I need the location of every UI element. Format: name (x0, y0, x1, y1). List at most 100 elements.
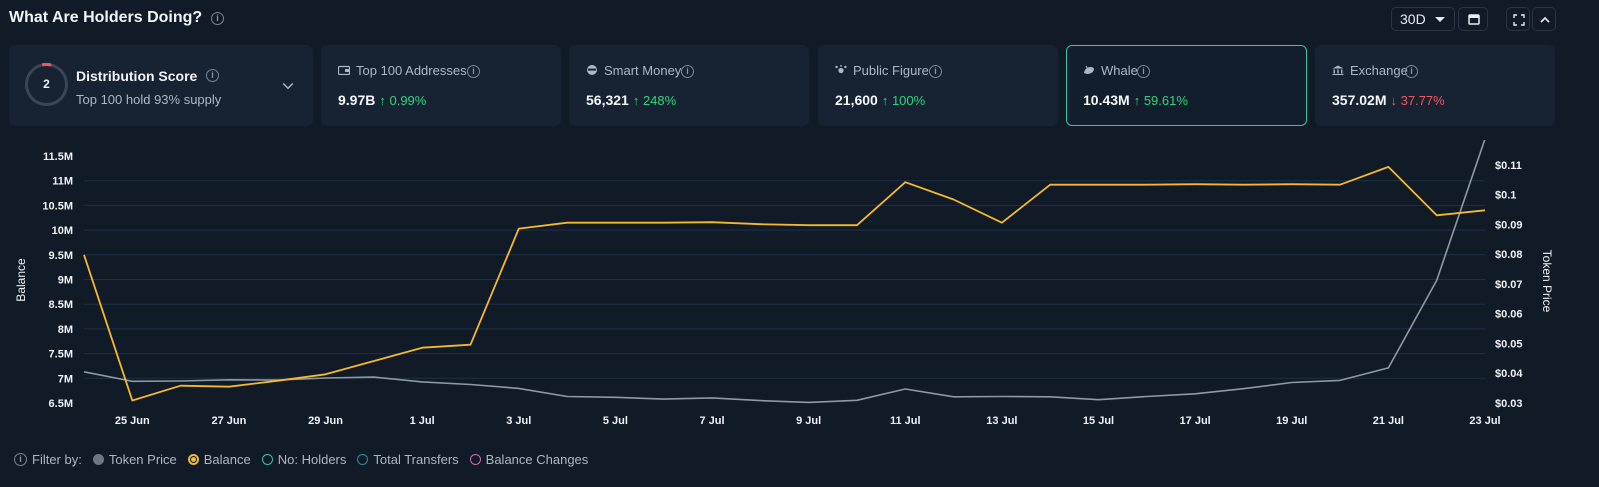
metric-card-value: 21,600 ↑ 100% (835, 92, 925, 108)
metric-change: ↑ 100% (881, 93, 926, 108)
distribution-subtitle: Top 100 hold 93% supply (76, 92, 222, 107)
whale-icon (1084, 65, 1094, 74)
chevron-up-icon (1540, 16, 1550, 23)
y-axis-title: Balance (14, 258, 28, 302)
x-tick-label: 17 Jul (1180, 415, 1211, 427)
public-figure-icon (835, 65, 847, 74)
info-icon[interactable]: i (929, 65, 942, 78)
y-tick-label: 7.5M (49, 349, 73, 361)
x-tick-label: 15 Jul (1083, 415, 1114, 427)
info-icon[interactable]: i (467, 65, 480, 78)
x-tick-label: 19 Jul (1276, 415, 1307, 427)
y-tick-label: 8.5M (49, 299, 73, 311)
bank-icon (1332, 65, 1344, 75)
section-title: What Are Holders Doing? (9, 9, 203, 26)
metric-card-label: Whale (1101, 63, 1138, 78)
y-tick-label: 11M (52, 176, 73, 188)
y2-tick-label: $0.1 (1495, 190, 1516, 202)
x-tick-label: 3 Jul (506, 415, 531, 427)
filter-label: No: Holders (277, 452, 347, 467)
metric-value: 10.43M (1083, 92, 1130, 108)
series-line-token-price (83, 140, 1486, 404)
caret-down-icon (1435, 17, 1445, 22)
metric-card-smart-money[interactable]: Smart Money i 56,321 ↑ 248% (569, 45, 809, 126)
filter-no-holders[interactable]: No: Holders (261, 452, 347, 467)
metric-card-value: 56,321 ↑ 248% (586, 92, 676, 108)
filter-label: Total Transfers (373, 452, 459, 467)
info-icon[interactable]: i (1137, 65, 1150, 78)
y2-tick-label: $0.07 (1495, 279, 1523, 291)
filter-total-transfers[interactable]: Total Transfers (357, 452, 459, 467)
x-tick-label: 25 Jun (115, 415, 150, 427)
series-line-balance (83, 165, 1486, 402)
calendar-button[interactable] (1458, 7, 1488, 31)
filter-radio-icon (261, 454, 273, 465)
time-range-select[interactable]: 30D (1391, 7, 1455, 31)
smart-money-icon (587, 65, 597, 75)
metric-change: ↑ 59.61% (1133, 93, 1188, 108)
filter-label: Balance Changes (485, 452, 589, 467)
filter-label: Token Price (108, 452, 177, 467)
metric-card-whale[interactable]: Whale i 10.43M ↑ 59.61% (1066, 45, 1307, 126)
score-value: 2 (43, 77, 50, 91)
x-tick-label: 13 Jul (986, 415, 1017, 427)
wallet-icon (338, 65, 350, 75)
chevron-down-icon[interactable] (282, 78, 294, 90)
y2-axis-title: Token Price (1540, 250, 1554, 313)
section-header: What Are Holders Doing? i 30D (9, 7, 1585, 31)
metric-value: 56,321 (586, 92, 629, 108)
metric-card-top-100-addresses[interactable]: Top 100 Addresses i 9.97B ↑ 0.99% (321, 45, 561, 126)
metric-card-label: Smart Money (604, 63, 682, 78)
x-tick-label: 27 Jun (212, 415, 247, 427)
y-tick-label: 8M (58, 324, 73, 336)
info-icon[interactable]: i (1405, 65, 1418, 78)
x-tick-label: 23 Jul (1469, 415, 1500, 427)
info-icon[interactable]: i (211, 12, 224, 25)
x-tick-label: 29 Jun (308, 415, 343, 427)
y-tick-label: 6.5M (49, 398, 73, 410)
metric-card-exchange[interactable]: Exchange i 357.02M ↓ 37.77% (1315, 45, 1555, 126)
metric-change: ↓ 37.77% (1390, 93, 1445, 108)
filter-radio-icon (469, 454, 481, 465)
x-tick-label: 5 Jul (603, 415, 628, 427)
y-tick-label: 11.5M (43, 151, 73, 163)
x-tick-label: 1 Jul (410, 415, 435, 427)
metric-card-value: 10.43M ↑ 59.61% (1083, 92, 1188, 108)
metric-card-public-figure[interactable]: Public Figure i 21,600 ↑ 100% (818, 45, 1058, 126)
info-icon[interactable]: i (206, 69, 219, 82)
x-tick-label: 9 Jul (796, 415, 821, 427)
info-icon[interactable]: i (681, 65, 694, 78)
fullscreen-button[interactable] (1506, 7, 1530, 31)
x-tick-label: 21 Jul (1373, 415, 1404, 427)
filter-radio-icon (92, 454, 104, 465)
x-tick-label: 11 Jul (890, 415, 921, 427)
y2-tick-label: $0.06 (1495, 309, 1523, 321)
fullscreen-icon (1513, 14, 1525, 26)
y2-tick-label: $0.05 (1495, 338, 1523, 350)
metric-card-value: 357.02M ↓ 37.77% (1332, 92, 1445, 108)
y2-tick-label: $0.11 (1495, 160, 1522, 172)
distribution-title: Distribution Score (76, 68, 198, 84)
filter-label: i Filter by: (14, 452, 82, 467)
filter-balance-changes[interactable]: Balance Changes (469, 452, 589, 467)
y2-tick-label: $0.03 (1495, 398, 1523, 410)
y-tick-label: 9M (58, 275, 73, 287)
filter-balance[interactable]: Balance (187, 452, 251, 467)
metric-card-label: Exchange (1350, 63, 1408, 78)
y2-tick-label: $0.08 (1495, 249, 1523, 261)
y-tick-label: 7M (58, 373, 73, 385)
filter-token-price[interactable]: Token Price (92, 452, 177, 467)
collapse-button[interactable] (1532, 7, 1556, 31)
filter-label: Balance (203, 452, 251, 467)
calendar-icon (1468, 14, 1480, 25)
time-range-value: 30D (1400, 11, 1426, 27)
y-tick-label: 9.5M (49, 250, 73, 262)
metric-change: ↑ 0.99% (379, 93, 427, 108)
metric-value: 357.02M (1332, 92, 1387, 108)
metric-change: ↑ 248% (632, 93, 677, 108)
holders-chart: 6.5M 7M 7.5M 8M 8.5M 9M 9.5M 10M 10.5M 11M 11.5M $0… (14, 140, 1554, 427)
score-ring-arc (41, 63, 52, 67)
metric-card-label: Top 100 Addresses (356, 63, 467, 78)
x-tick-label: 7 Jul (699, 415, 724, 427)
distribution-score-card[interactable]: 2 Distribution Score i Top 100 hold 93% … (9, 45, 313, 126)
